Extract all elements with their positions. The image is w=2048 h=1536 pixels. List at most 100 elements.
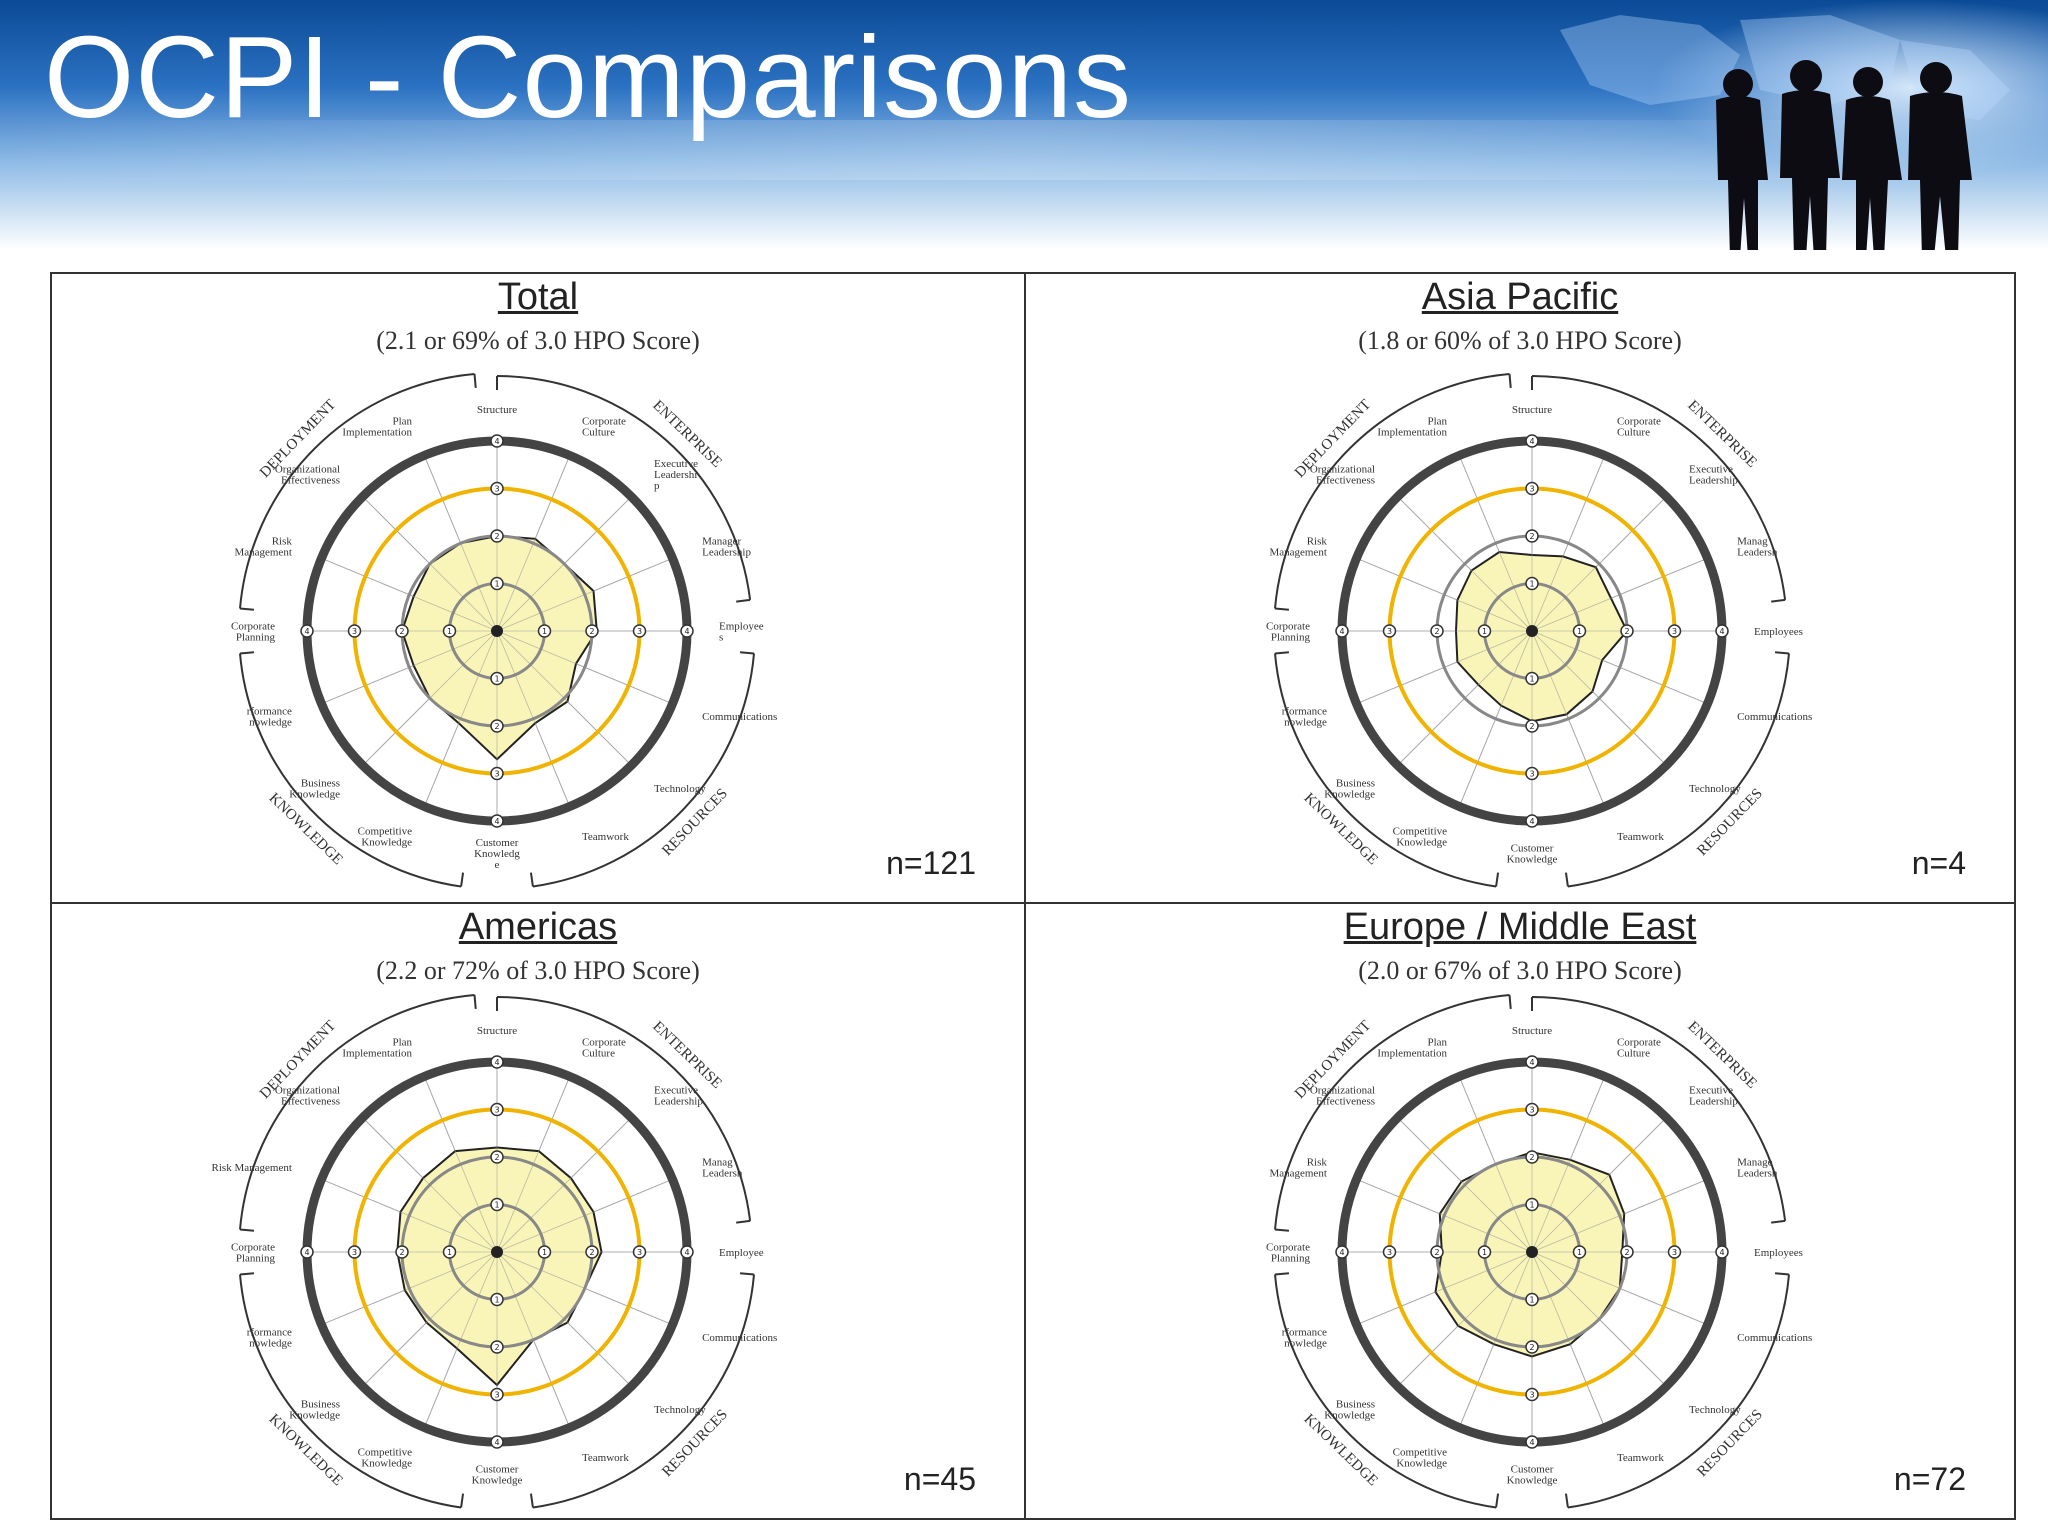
category-label: Plan Implementation [342,415,412,438]
category-label-line: nowledge [249,716,292,728]
ring-tick-label: 3 [1529,1391,1534,1400]
ring-tick-label: 3 [494,770,499,779]
ring-tick-marker [1525,814,1539,828]
category-label-line: Technology [654,783,706,795]
ring-tick-label: 3 [1672,1248,1677,1257]
category-label: Technology [1689,1404,1741,1416]
ring-tick-marker [490,576,504,591]
ring-tick-marker [1525,1387,1539,1402]
ring-tick-label: 4 [494,817,499,826]
ring-tick-label: 2 [494,1153,499,1162]
panel-title: Europe / Middle East [1343,906,1697,948]
ring-tick-label: 3 [1529,485,1534,494]
category-label-line: e [495,859,500,871]
ring-tick-marker [1335,624,1349,638]
category-label-line: Employees [1754,1247,1803,1259]
ring-tick-label: 2 [1624,1248,1629,1257]
ring-tick-marker [1430,1245,1444,1259]
ring-tick-label: 3 [1387,627,1392,636]
category-label: Business Knowledge [1324,1398,1375,1421]
radar-chart-asia-pacific: ENTERPRISERESOURCESKNOWLEDGEDEPLOYMENT12… [1266,373,1812,888]
group-label: KNOWLEDGE [1301,790,1381,868]
category-label-line: Corporate [1266,1242,1310,1254]
ring-tick-marker [1335,1245,1349,1259]
category-label-line: Competitive [358,1447,413,1459]
category-label-line: Implementation [342,1047,412,1059]
comparison-grid: ENTERPRISE RESOURCES KNOWLEDGE DEPLOYMENT 1 2… [50,272,2016,1520]
ring-tick-label: 4 [1719,1248,1724,1257]
group-bracket [496,375,752,601]
category-label-line: Business [1336,777,1375,789]
category-label: Manager Leadership [702,536,751,559]
group-bracket [239,373,475,609]
category-label-line: Plan [1427,415,1447,427]
radar-chart-total: ENTERPRISERESOURCESKNOWLEDGEDEPLOYMENT12… [231,373,777,888]
category-label: Teamwork [582,831,629,843]
ring-tick-marker [632,1245,647,1259]
category-label-line: Management [1269,1168,1326,1180]
category-label-line: Teamwork [582,1452,629,1464]
ring-tick-marker [1382,624,1397,638]
category-label: Competitive Knowledge [1393,1447,1448,1470]
category-label-line: Culture [582,1047,615,1059]
group-bracket-end [239,651,255,655]
category-label: Corporate Planning [1266,1242,1310,1265]
category-label-line: Effectiveness [281,1096,340,1108]
category-label-line: Manage [1737,1157,1773,1169]
group-bracket-end [460,872,465,887]
group-bracket [1531,375,1787,601]
ring-tick-label: 3 [352,627,357,636]
category-label-line: Knowledge [472,1475,523,1487]
group-bracket [1567,653,1790,888]
ring-tick-marker [1525,1340,1539,1354]
ring-tick-label: 2 [1529,1153,1534,1162]
group-bracket-end [1508,373,1512,389]
category-label-line: Organizational [1310,1085,1375,1097]
category-label-line: Risk Management [212,1162,292,1174]
category-label-line: Knowledge [361,837,412,849]
ring-tick-label: 2 [589,627,594,636]
ring-tick-label: 1 [1529,675,1534,684]
category-label: rformance nowledge [247,1326,292,1349]
ring-tick-marker [1382,1245,1397,1259]
ring-tick-marker [300,624,314,638]
category-label-line: Leadersh [1737,547,1778,559]
panel-asia-pacific: ENTERPRISE RESOURCES KNOWLEDGE DEPLOYMENT 1 2… [1026,274,2014,904]
category-label-line: Planning [1271,1253,1311,1265]
ring-tick-marker [537,624,552,638]
radar-chart-americas: ENTERPRISERESOURCESKNOWLEDGEDEPLOYMENT12… [212,994,777,1509]
category-label-line: Competitive [1393,826,1448,838]
category-label: Risk Management [212,1162,292,1174]
category-label-line: Executive [1689,464,1733,476]
center-dot [491,625,503,637]
ring-tick-marker [1525,576,1539,591]
ring-tick-label: 2 [589,1248,594,1257]
category-label-line: Leadership [1689,475,1738,487]
category-label-line: Leadershi [654,469,697,481]
category-label-line: Knowledge [1396,837,1447,849]
ring-tick-marker [585,624,599,638]
category-label-line: Organizational [275,1085,340,1097]
panel-subtitle: (2.1 or 69% of 3.0 HPO Score) [376,326,700,355]
category-label-line: Manager [702,536,741,548]
category-label: Plan Implementation [342,1036,412,1059]
ring-tick-label: 3 [1529,770,1534,779]
category-label: Employees [1754,626,1803,638]
category-label-line: Executive [1689,1085,1733,1097]
category-label-line: Technology [1689,1404,1741,1416]
category-label: Risk Management [1269,1157,1327,1180]
category-label-line: rformance [1282,705,1327,717]
category-label: rformance nowledge [1282,1326,1327,1349]
group-bracket [1567,1274,1790,1509]
category-label: Communications [1737,711,1812,723]
category-label-line: Teamwork [582,831,629,843]
ring-tick-marker [490,434,504,448]
ring-tick-label: 3 [637,1248,642,1257]
group-bracket-end [1564,872,1569,887]
category-label-line: Knowledge [1507,1475,1558,1487]
group-bracket-end [239,607,255,611]
category-label-line: Risk [1307,536,1328,548]
